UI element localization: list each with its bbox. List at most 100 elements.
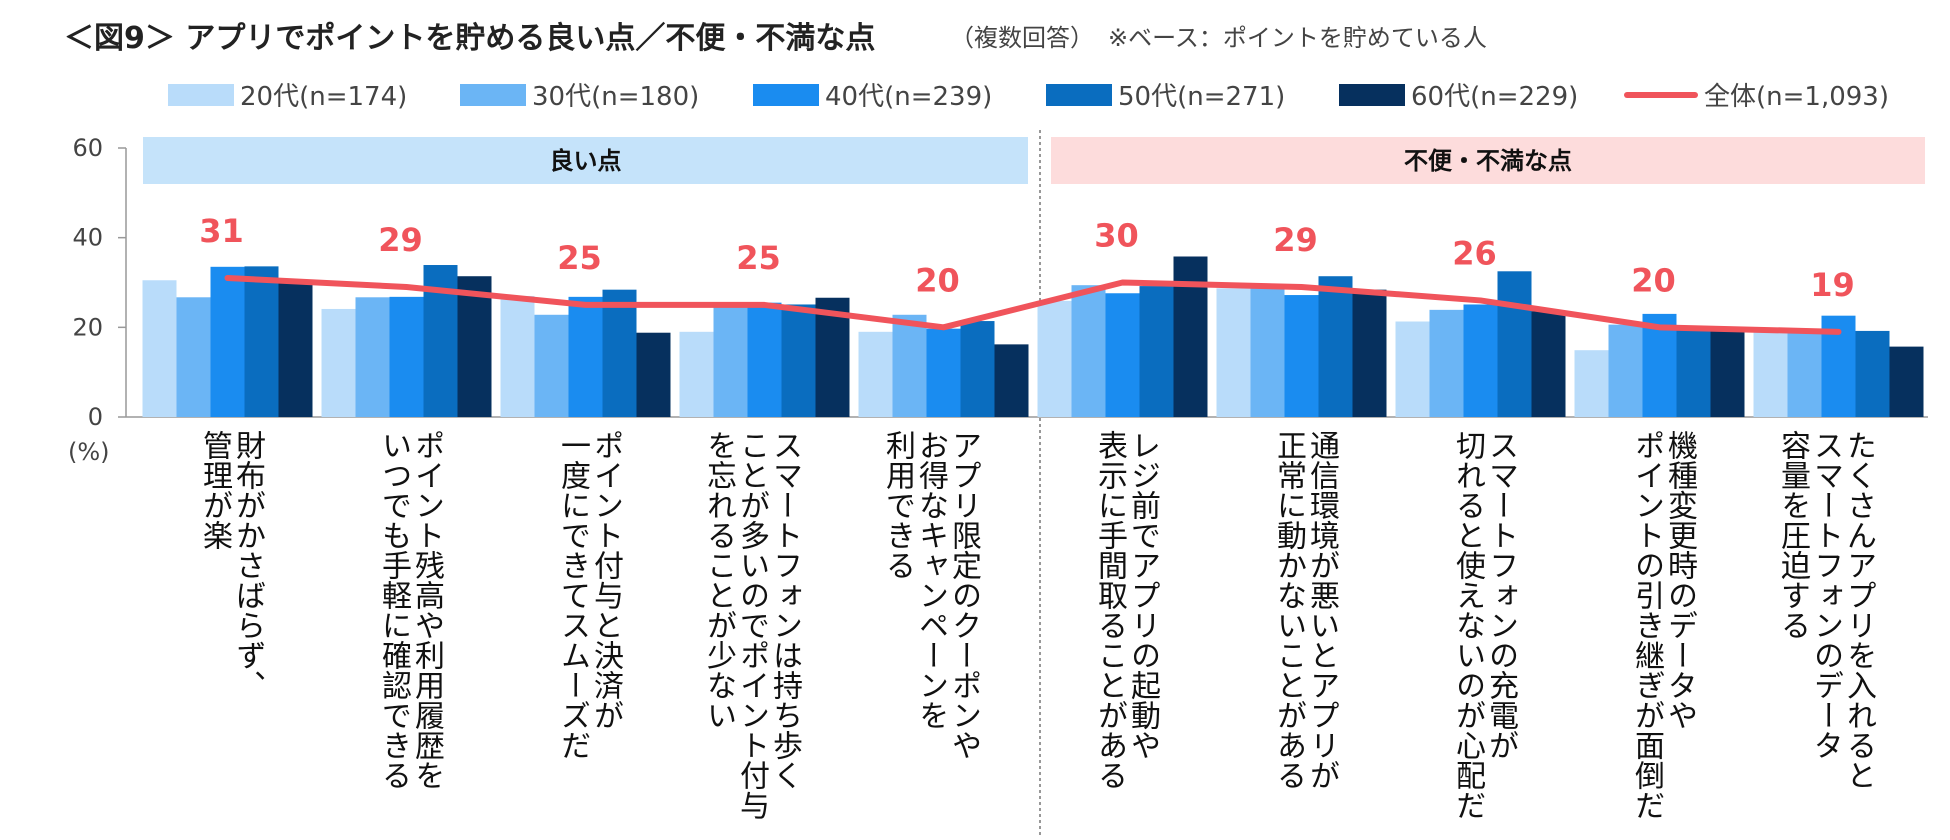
bar	[278, 282, 313, 417]
category-label-line: 通信環境が悪いとアプリが	[1304, 430, 1340, 790]
legend-label: 50代(n=271)	[1118, 82, 1285, 112]
bar	[1284, 295, 1319, 417]
bar	[1463, 304, 1498, 417]
overall-data-label: 25	[557, 239, 602, 277]
bar	[1429, 309, 1464, 417]
category-label-line: たくさんアプリを入れると	[1841, 430, 1876, 790]
bar	[500, 295, 535, 417]
legend-label: 20代(n=174)	[240, 82, 407, 112]
legend-swatch	[1339, 84, 1405, 106]
bar	[355, 297, 390, 417]
bar	[321, 308, 356, 417]
chart-note: （複数回答）	[950, 24, 1094, 52]
legend-swatch	[1046, 84, 1112, 106]
legend: 20代(n=174) 30代(n=180) 40代(n=239) 50代(n=271)…	[168, 82, 1889, 112]
category-label-line: アプリ限定のクーポンや	[946, 430, 981, 760]
overall-line-path	[224, 275, 1842, 335]
category-label-line: ポイントの引き継ぎが面倒だ	[1629, 430, 1665, 820]
bar	[747, 302, 782, 417]
category-label-line: ポイント残高や利用履歴を	[409, 430, 445, 790]
bar	[1216, 288, 1251, 417]
bar	[602, 289, 637, 417]
bar	[457, 276, 492, 417]
bar	[1710, 330, 1745, 417]
overall-data-label: 26	[1452, 234, 1497, 272]
category-label-line: 機種変更時のデータや	[1662, 430, 1698, 730]
legend-label: 60代(n=229)	[1411, 82, 1578, 112]
bar	[1753, 329, 1788, 417]
legend-label: 30代(n=180)	[532, 82, 699, 112]
legend-swatch-line	[1624, 92, 1698, 98]
overall-data-label: 19	[1810, 266, 1855, 304]
category-label-line: ポイント付与と決済が	[588, 430, 623, 730]
category-label-line: レジ前でアプリの起動や	[1125, 430, 1161, 760]
bar	[858, 331, 893, 417]
category-label-line: 一度にできてスムーズだ	[555, 430, 590, 760]
legend-swatch	[168, 84, 234, 106]
category-label-line: 表示に手間取ることがある	[1092, 430, 1127, 790]
bar	[1608, 324, 1643, 417]
category-label-line: 管理が楽	[197, 430, 232, 550]
bar	[534, 314, 569, 417]
bar	[244, 266, 279, 417]
category-label-line: ことが多いのでポイント付与	[734, 430, 769, 820]
bar	[1037, 300, 1072, 417]
section-header-good	[143, 137, 1028, 184]
data-labels: 31 29 25 25 20 30 29 26 20 19	[199, 212, 1855, 304]
category-label-line: お得なキャンペーンを	[913, 430, 949, 730]
bar	[1855, 330, 1890, 417]
category-label-line: 容量を圧迫する	[1775, 430, 1811, 640]
bar	[389, 296, 424, 417]
category-label-line: を忘れることが少ない	[701, 430, 737, 730]
category-label-line: 正常に動かないことがある	[1271, 430, 1306, 790]
chart-base-note: ※ベース：ポイントを貯めている人	[1108, 24, 1487, 52]
bar	[1889, 346, 1924, 417]
section-headers: 良い点 不便・不満な点	[143, 130, 1925, 838]
bar	[1071, 285, 1106, 417]
category-label-line: スマートフォンのデータ	[1808, 430, 1843, 760]
bar	[679, 331, 714, 417]
bar	[926, 328, 961, 417]
bar	[176, 297, 211, 417]
bar	[781, 304, 816, 417]
bar	[1250, 287, 1285, 417]
bar	[713, 304, 748, 417]
category-label-line: 利用できる	[880, 430, 916, 580]
overall-data-label: 30	[1094, 217, 1139, 255]
category-label-line: スマートフォンの充電が	[1483, 430, 1518, 760]
category-label-line: いつでも手軽に確認できる	[376, 430, 412, 790]
overall-data-label: 29	[378, 221, 423, 259]
overall-data-label: 20	[915, 261, 960, 299]
category-label-line: スマートフォンは持ち歩く	[767, 430, 803, 790]
bar	[1531, 311, 1566, 417]
bar	[1395, 321, 1430, 417]
y-tick-label: 0	[88, 403, 103, 431]
legend-label-line: 全体(n=1,093)	[1704, 82, 1889, 112]
y-unit-label: (%)	[68, 438, 110, 466]
bar	[1676, 327, 1711, 417]
overall-data-label: 31	[199, 212, 244, 250]
bar	[994, 344, 1029, 417]
bar	[1574, 350, 1609, 417]
bar	[210, 266, 245, 417]
section-label-good: 良い点	[550, 147, 622, 175]
section-header-bad	[1051, 137, 1925, 184]
category-label-line: 財布がかさばらず、	[230, 430, 266, 700]
bar	[1173, 256, 1208, 417]
legend-label: 40代(n=239)	[825, 82, 992, 112]
bar	[1497, 271, 1532, 417]
overall-data-label: 29	[1273, 221, 1318, 259]
bar	[892, 314, 927, 417]
bar	[1642, 313, 1677, 417]
bar	[1787, 332, 1822, 417]
overall-data-label: 25	[736, 239, 781, 277]
category-label-line: 切れると使えないのが心配だ	[1450, 430, 1486, 820]
section-label-bad: 不便・不満な点	[1404, 147, 1572, 175]
chart-title: ＜図9＞ アプリでポイントを貯める良い点／不便・不満な点	[64, 21, 875, 56]
legend-swatch	[753, 84, 819, 106]
overall-data-label: 20	[1631, 261, 1676, 299]
bar	[960, 321, 995, 417]
bar	[142, 280, 177, 417]
